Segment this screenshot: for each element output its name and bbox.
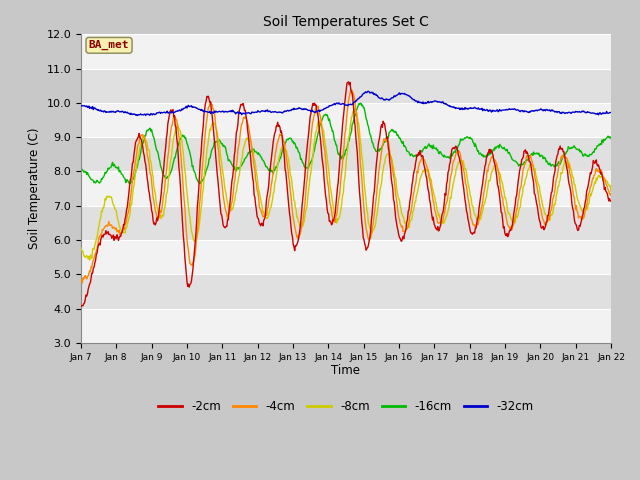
Bar (81, 171, 611, 206)
Y-axis label: Soil Temperature (C): Soil Temperature (C) (28, 128, 41, 249)
Text: BA_met: BA_met (89, 40, 129, 50)
Title: Soil Temperatures Set C: Soil Temperatures Set C (263, 15, 429, 29)
X-axis label: Time: Time (332, 364, 360, 377)
Bar (81, 137, 611, 171)
Bar (81, 240, 611, 274)
Bar (81, 35, 611, 69)
Legend: -2cm, -4cm, -8cm, -16cm, -32cm: -2cm, -4cm, -8cm, -16cm, -32cm (153, 395, 539, 418)
Bar (81, 206, 611, 240)
Bar (81, 103, 611, 137)
Bar (81, 274, 611, 309)
Bar (81, 69, 611, 103)
Bar (81, 309, 611, 343)
